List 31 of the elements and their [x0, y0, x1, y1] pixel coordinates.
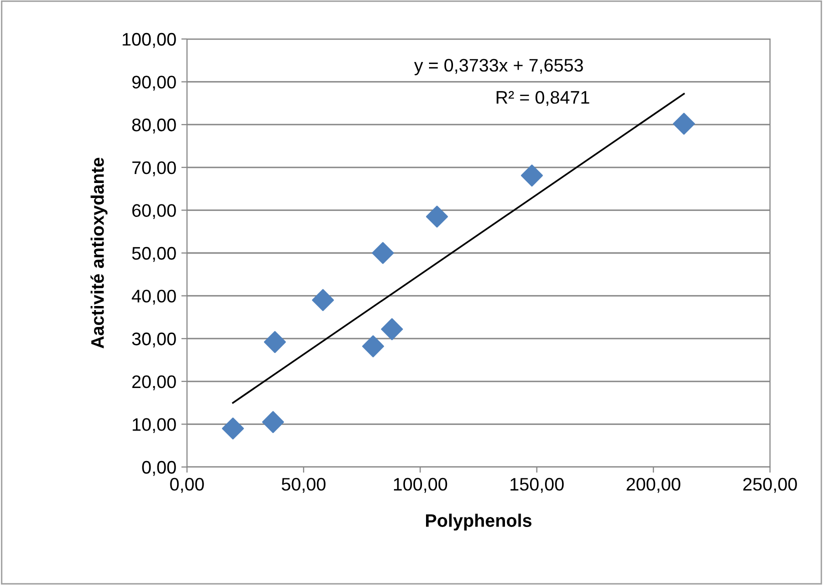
x-tick-label: 200,00 — [626, 478, 680, 493]
x-tick-label: 150,00 — [510, 478, 564, 493]
y-tick-label: 80,00 — [132, 118, 176, 134]
point — [222, 417, 244, 440]
point — [380, 318, 403, 340]
y-tick-label: 10,00 — [132, 418, 176, 434]
annotation: R² = 0,8471 — [496, 90, 590, 106]
x-tick-label: 50,00 — [282, 478, 326, 493]
x-axis-title: Polyphenols — [426, 514, 532, 531]
point — [262, 411, 284, 434]
x-tick-label: 250,00 — [743, 478, 797, 493]
y-tick-label: 20,00 — [132, 375, 176, 390]
y-tick-label: 60,00 — [132, 204, 176, 220]
y-tick-label: 0,00 — [142, 460, 176, 476]
x-tick-label: 100,00 — [394, 478, 448, 493]
y-tick-label: 100,00 — [122, 32, 176, 48]
point — [426, 206, 448, 228]
x-tick-label: 0,00 — [170, 478, 204, 493]
y-tick-label: 70,00 — [132, 161, 176, 176]
point — [372, 242, 394, 264]
y-tick-label: 50,00 — [132, 246, 176, 262]
annotation: y = 0,3733x + 7,6553 — [414, 58, 583, 76]
y-tick-label: 90,00 — [132, 76, 176, 91]
point — [520, 164, 543, 187]
point — [362, 335, 384, 358]
y-axis-title: Aactivité antioxydante — [90, 158, 108, 348]
y-tick-label: 40,00 — [132, 290, 176, 305]
point — [264, 331, 286, 354]
point — [672, 112, 695, 135]
y-tick-label: 30,00 — [132, 332, 176, 348]
point — [312, 289, 334, 312]
